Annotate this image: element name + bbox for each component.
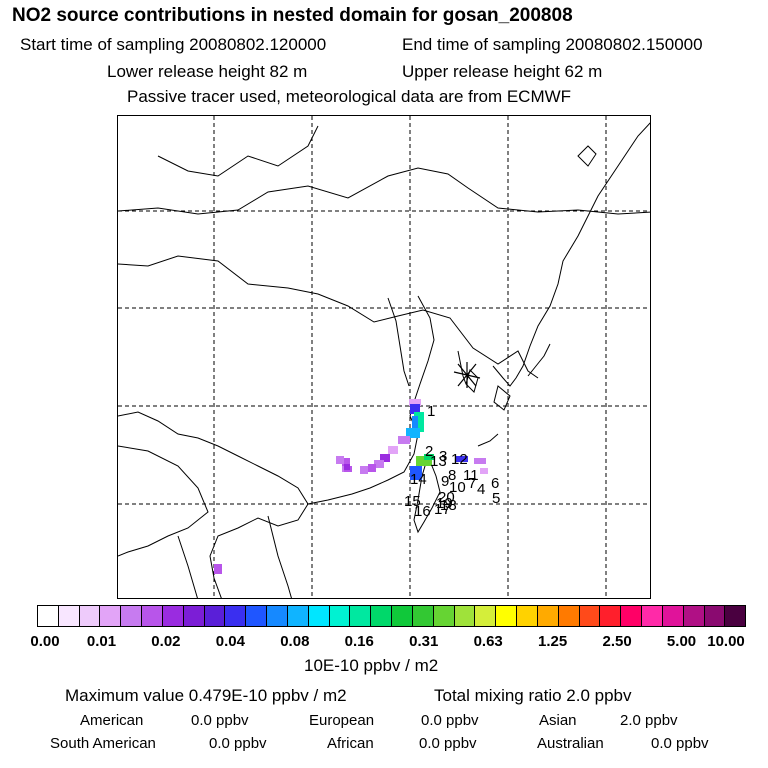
total-mixing-label: Total mixing ratio 2.0 ppbv [434,686,632,705]
region-name: American [80,712,144,729]
source-label: 19 [436,495,453,512]
colorbar-segment [225,606,247,626]
source-label: 14 [410,471,427,488]
colorbar-segment [142,606,163,626]
colorbar-tick-label: 0.01 [86,633,117,650]
colorbar-segment [517,606,538,626]
tracer-note: Passive tracer used, meteorological data… [127,87,572,106]
colorbar-segment [475,606,497,626]
colorbar-segment [371,606,393,626]
colorbar-tick-label: 0.00 [30,633,60,650]
map-grid [118,116,650,598]
source-label: 7 [468,475,476,492]
source-label: 17 [434,501,451,518]
colorbar-tick-label: 0.31 [409,633,439,650]
map-panel: 1 2 13 12 8 11 14 9 10 4 6 5 15 20 18 16… [117,115,651,599]
source-label: 8 [448,467,456,484]
colorbar-segment [204,606,226,626]
region-name: Australian [537,735,604,752]
colorbar-segment [267,606,288,626]
colorbar-tick-label: 10.00 [707,633,745,650]
colorbar-segment [621,606,643,626]
source-label: 16 [414,503,431,520]
plot-title: NO2 source contributions in nested domai… [12,5,573,26]
source-labels: 1 2 13 12 8 11 14 9 10 4 6 5 15 20 18 16… [404,403,500,520]
star-icon [453,362,481,388]
source-label: 10 [449,479,466,496]
colorbar-segment [433,606,455,626]
colorbar-segment [600,606,622,626]
end-time-label: End time of sampling 20080802.150000 [402,35,703,54]
colorbar-units: 10E-10 ppbv / m2 [304,656,439,675]
colorbar-segment [308,606,330,626]
colorbar-segment [683,606,705,626]
colorbar-tick-label: 0.04 [215,633,245,650]
colorbar-tick-label: 0.08 [280,633,310,650]
colorbar-segment [454,606,476,626]
colorbar-segment [100,606,122,626]
colorbar-segment [642,606,663,626]
colorbar-segment [558,606,580,626]
colorbar-segment [79,606,101,626]
region-value: 2.0 ppbv [620,712,678,729]
colorbar [37,605,746,627]
colorbar-tick-label: 0.02 [151,633,181,650]
colorbar-segment [38,606,59,626]
region-value: 0.0 ppbv [651,735,709,752]
colorbar-tick-label: 0.16 [344,633,374,650]
colorbar-tick-label: 5.00 [666,633,697,650]
colorbar-segment [579,606,601,626]
source-label: 15 [404,493,421,510]
lower-height-label: Lower release height 82 m [107,62,308,81]
colorbar-tick-label: 2.50 [602,633,632,650]
region-name: Asian [539,712,577,729]
source-label: 11 [463,467,479,484]
region-name: African [327,735,374,752]
colorbar-segment [412,606,434,626]
colorbar-segment [287,606,309,626]
source-label: 18 [440,497,457,514]
source-label: 9 [441,473,449,490]
source-label: 13 [430,453,447,470]
source-label: 2 [425,443,433,460]
concentration-patches [214,399,488,574]
colorbar-segment [662,606,684,626]
source-label: 12 [451,451,468,468]
region-value: 0.0 ppbv [419,735,477,752]
colorbar-tick-label: 0.63 [473,633,503,650]
colorbar-segment [183,606,205,626]
upper-height-label: Upper release height 62 m [402,62,603,81]
colorbar-segment [392,606,413,626]
region-name: South American [50,735,156,752]
colorbar-segment [496,606,518,626]
source-label: 20 [438,489,455,506]
colorbar-segment [725,606,746,626]
source-label: 4 [477,481,485,498]
colorbar-segment [329,606,351,626]
colorbar-segment [121,606,143,626]
colorbar-tick-label: 1.25 [538,633,568,650]
region-value: 0.0 ppbv [191,712,249,729]
region-value: 0.0 ppbv [421,712,479,729]
max-value-label: Maximum value 0.479E-10 ppbv / m2 [65,686,347,705]
coastlines [118,122,650,598]
colorbar-segment [350,606,372,626]
colorbar-segment [58,606,80,626]
region-name: European [309,712,375,729]
source-label: 5 [492,490,500,507]
start-time-label: Start time of sampling 20080802.120000 [20,35,327,54]
colorbar-segment [704,606,726,626]
map-canvas: 1 2 13 12 8 11 14 9 10 4 6 5 15 20 18 16… [118,116,650,598]
source-label: 1 [427,403,435,420]
source-label: 6 [491,475,499,492]
colorbar-segment [162,606,184,626]
colorbar-segment [537,606,559,626]
source-label: 3 [439,448,447,465]
colorbar-segment [246,606,268,626]
region-value: 0.0 ppbv [209,735,267,752]
